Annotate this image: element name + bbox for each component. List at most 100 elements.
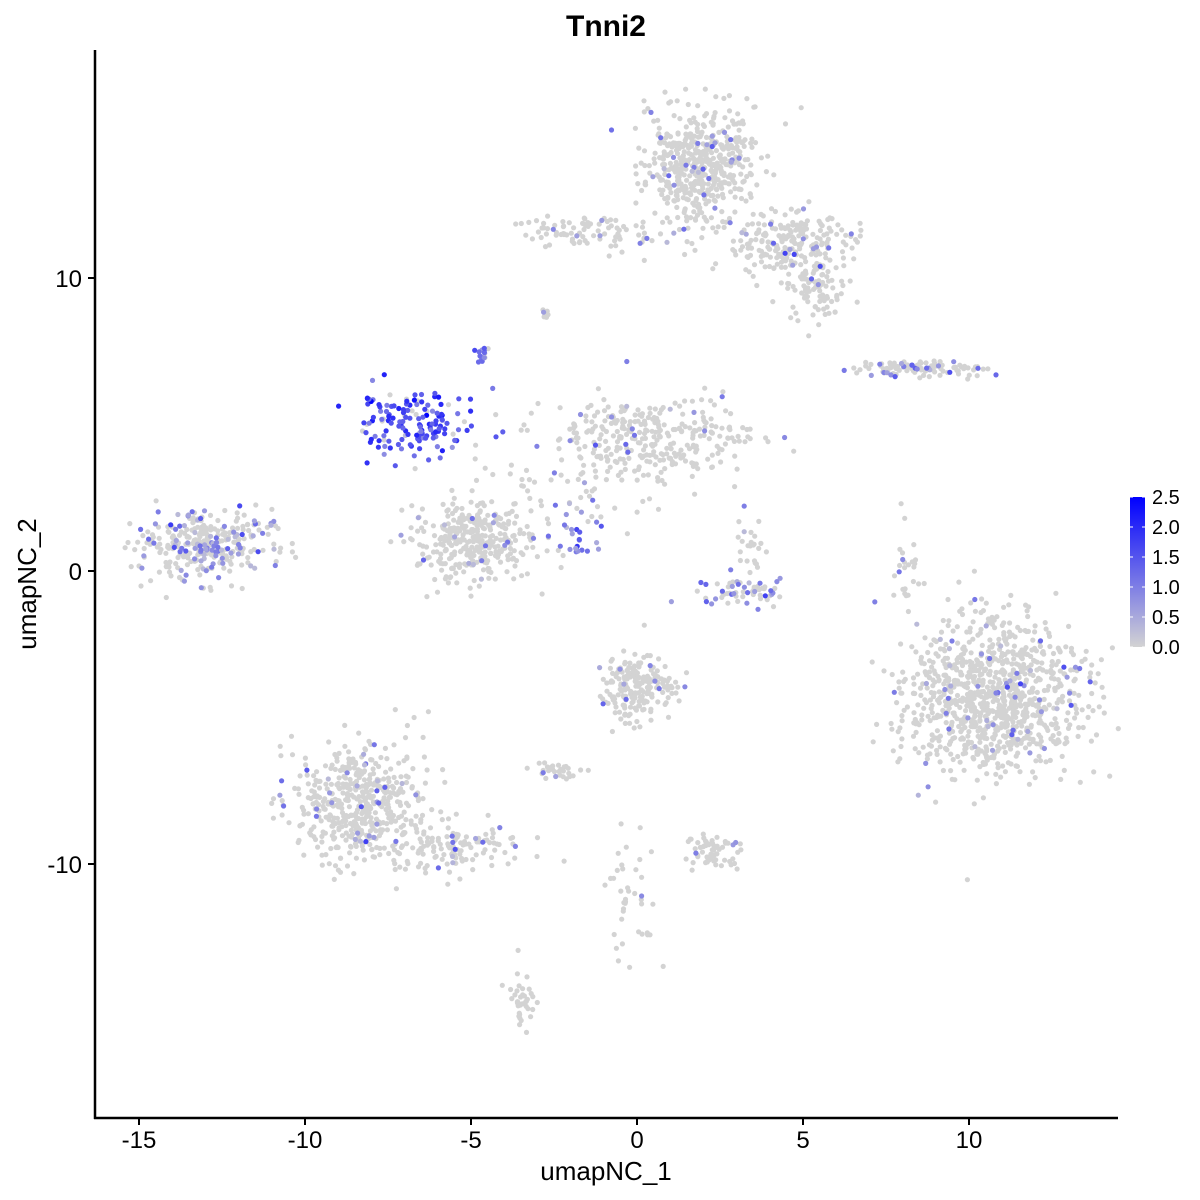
cell-point [512, 855, 518, 861]
cell-point [635, 675, 641, 681]
cell-point [392, 866, 398, 873]
cell-point [714, 581, 720, 587]
cell-point [665, 143, 671, 149]
cell-point [332, 796, 338, 803]
cell-point [573, 545, 579, 552]
cell-point [168, 522, 174, 528]
cell-point [664, 200, 671, 206]
cell-point [412, 466, 418, 472]
cell-point [650, 174, 656, 180]
cell-point [607, 665, 614, 671]
cell-point [654, 437, 660, 443]
cell-point [198, 515, 204, 522]
cell-point [560, 552, 566, 559]
cell-point [828, 228, 834, 234]
cell-point [138, 526, 144, 533]
cell-point [697, 157, 703, 163]
cell-point [493, 412, 499, 418]
cell-point [782, 225, 788, 232]
cell-point [400, 425, 406, 431]
cell-point [576, 446, 582, 452]
cell-point [1009, 661, 1015, 667]
cell-point [1058, 683, 1064, 689]
cell-point [800, 236, 806, 242]
cell-point [660, 689, 666, 696]
cell-point [491, 840, 497, 846]
cell-point [565, 765, 571, 771]
cell-point [384, 827, 390, 833]
cell-point [404, 722, 410, 729]
cell-point [618, 716, 624, 722]
cell-point [810, 270, 816, 276]
cell-point [770, 299, 776, 305]
cell-point [702, 428, 708, 434]
cell-point [397, 786, 404, 792]
cell-point [1026, 689, 1033, 695]
cell-point [523, 1029, 530, 1035]
cell-point [518, 220, 524, 227]
cell-point [802, 293, 808, 299]
cell-point [513, 221, 519, 227]
x-tick-label: -5 [460, 1127, 481, 1154]
cell-point [252, 565, 258, 571]
cell-point [805, 299, 811, 305]
cell-point [468, 554, 474, 561]
cell-point [227, 558, 233, 564]
cell-point [923, 699, 930, 706]
x-tick-label: 5 [796, 1127, 809, 1154]
cell-point [645, 690, 652, 697]
cell-point [693, 449, 699, 455]
cell-point [928, 689, 934, 696]
cell-point [363, 814, 370, 820]
cell-point [474, 544, 480, 550]
cell-point [752, 533, 758, 539]
cell-point [318, 818, 324, 824]
cell-point [700, 409, 706, 415]
cell-point [1072, 664, 1079, 670]
cell-point [168, 573, 174, 579]
cell-point [225, 546, 231, 552]
cell-point [364, 460, 370, 466]
cell-point [315, 844, 321, 850]
cell-point [1076, 692, 1082, 698]
cell-point [712, 140, 718, 146]
cell-point [444, 420, 450, 426]
cell-point [559, 457, 565, 463]
cell-point [521, 422, 527, 428]
cell-point [393, 838, 399, 845]
cell-point [361, 768, 368, 774]
cell-point [985, 723, 991, 730]
cell-point [336, 750, 342, 757]
cell-point [421, 528, 427, 535]
cell-point [622, 896, 629, 903]
cell-point [455, 411, 461, 417]
cell-point [945, 596, 951, 603]
cell-point [343, 837, 349, 843]
cell-point [1056, 730, 1062, 737]
cell-point [219, 555, 225, 561]
cell-point [303, 762, 309, 768]
cell-point [369, 820, 375, 826]
cell-point [798, 262, 804, 268]
cell-point [1057, 649, 1063, 655]
cell-point [823, 283, 829, 289]
cell-point [857, 233, 863, 239]
cell-point [743, 198, 749, 204]
cell-point [511, 548, 517, 554]
cell-point [968, 650, 974, 656]
cell-point [961, 366, 967, 372]
cell-point [598, 432, 604, 438]
cell-point [794, 222, 800, 228]
cell-point [255, 549, 261, 555]
cell-point [979, 642, 985, 649]
cell-point [474, 526, 480, 532]
cell-point [538, 503, 545, 509]
cell-point [633, 867, 639, 873]
cell-point [157, 541, 163, 547]
cell-point [235, 515, 241, 521]
cell-point [738, 195, 745, 202]
cell-point [917, 359, 923, 365]
cell-point [950, 756, 956, 763]
cell-point [720, 195, 726, 201]
cell-point [442, 431, 448, 437]
